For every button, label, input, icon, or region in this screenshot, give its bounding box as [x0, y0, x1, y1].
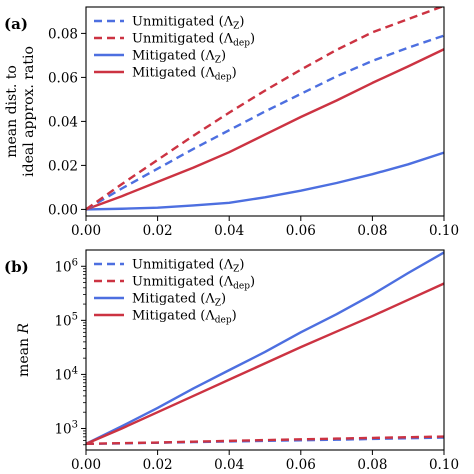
y-axis-title: ideal approx. ratio	[21, 46, 37, 177]
x-tick-label: 0.08	[357, 457, 387, 473]
x-tick-label: 0.02	[143, 457, 173, 473]
x-tick-label: 0.06	[286, 223, 316, 239]
y-tick-label: 105	[54, 311, 78, 329]
plot-frame	[85, 249, 445, 451]
x-tick-label: 0.08	[357, 223, 387, 239]
panel-label: (a)	[4, 15, 28, 33]
y-tick-label: 103	[54, 419, 78, 437]
x-tick-label: 0.04	[214, 457, 244, 473]
y-axis-title: mean dist. to	[4, 65, 20, 158]
y-tick-label: 0.00	[48, 202, 78, 218]
x-tick-label: 0.04	[214, 223, 244, 239]
y-tick-label: 0.08	[48, 26, 78, 42]
series-line	[86, 151, 444, 211]
series-line	[86, 282, 444, 445]
legend: Unmitigated (ΛZ)Unmitigated (Λdep)Mitiga…	[94, 15, 255, 83]
legend-entry: Mitigated (Λdep)	[132, 309, 237, 326]
y-tick-label: 0.04	[48, 114, 78, 130]
series-line	[86, 48, 444, 211]
x-tick-label: 0.10	[429, 223, 459, 239]
panel-label: (b)	[4, 258, 29, 276]
chart-panel-b: 0.00 0.02 0.04 0.06 0.08 0.10 103 104 105 106 (b) m…	[4, 249, 459, 473]
x-tick-label: 0.06	[286, 457, 316, 473]
legend-entry: Mitigated (Λdep)	[132, 66, 237, 83]
y-tick-label: 0.02	[48, 158, 78, 174]
series-line	[86, 435, 444, 446]
legend-entry: Unmitigated (ΛZ)	[132, 258, 244, 275]
x-tick-label: 0.10	[429, 457, 459, 473]
chart-panel-a: 0.00 0.02 0.04 0.06 0.08 0.10 0.00 0.02 0.04 0.06…	[4, 6, 459, 239]
plot-frame	[85, 6, 445, 217]
series-group	[86, 251, 444, 446]
legend-entry: Mitigated (ΛZ)	[132, 292, 226, 309]
series-group	[86, 7, 444, 211]
legend-entry: Mitigated (ΛZ)	[132, 49, 226, 66]
x-tick-label: 0.02	[143, 223, 173, 239]
legend-entry: Unmitigated (Λdep)	[132, 32, 255, 49]
y-axis-title: mean R	[16, 323, 32, 377]
legend-entry: Unmitigated (Λdep)	[132, 275, 255, 292]
y-tick-label: 106	[54, 257, 78, 275]
series-line	[86, 34, 444, 211]
x-tick-label: 0.00	[71, 223, 101, 239]
series-line	[86, 251, 444, 445]
x-tick-label: 0.00	[71, 457, 101, 473]
y-tick-label: 0.06	[48, 70, 78, 86]
y-tick-label: 104	[54, 365, 78, 383]
series-line	[86, 7, 444, 211]
legend: Unmitigated (ΛZ)Unmitigated (Λdep)Mitiga…	[94, 258, 255, 326]
legend-entry: Unmitigated (ΛZ)	[132, 15, 244, 32]
